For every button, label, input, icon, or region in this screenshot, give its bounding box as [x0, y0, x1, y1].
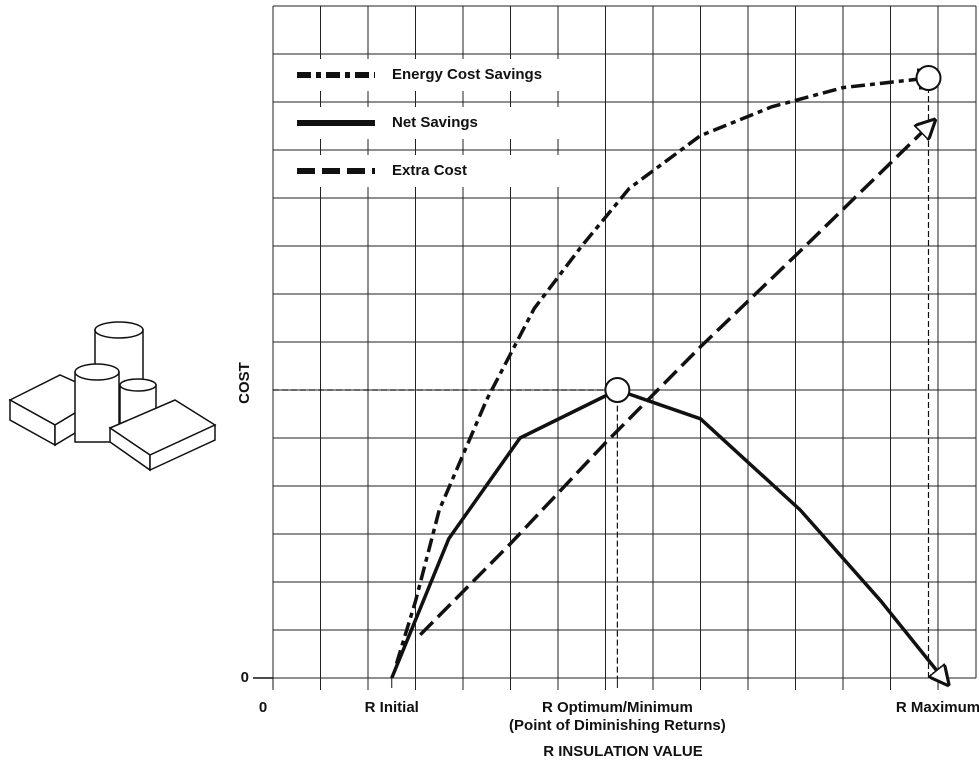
legend-label: Net Savings	[392, 114, 478, 131]
x-tick-label: 0	[259, 699, 267, 716]
point-marker	[915, 65, 942, 91]
y-tick-label: 0	[241, 669, 249, 686]
series-line	[419, 126, 928, 637]
x-tick-label: R Initial	[365, 699, 419, 716]
legend-label: Energy Cost Savings	[392, 66, 542, 83]
series-line	[394, 78, 929, 665]
x-axis-title: R INSULATION VALUE	[543, 743, 702, 760]
money-icon	[8, 321, 217, 472]
x-tick-label: R Maximum	[896, 699, 979, 716]
legend-label: Extra Cost	[392, 162, 467, 179]
y-axis-title: COST	[236, 362, 253, 404]
annotation: (Point of Diminishing Returns)	[509, 717, 726, 734]
series-line	[390, 388, 943, 678]
point-marker	[604, 377, 631, 403]
x-tick-label: R Optimum/Minimum	[542, 699, 693, 716]
